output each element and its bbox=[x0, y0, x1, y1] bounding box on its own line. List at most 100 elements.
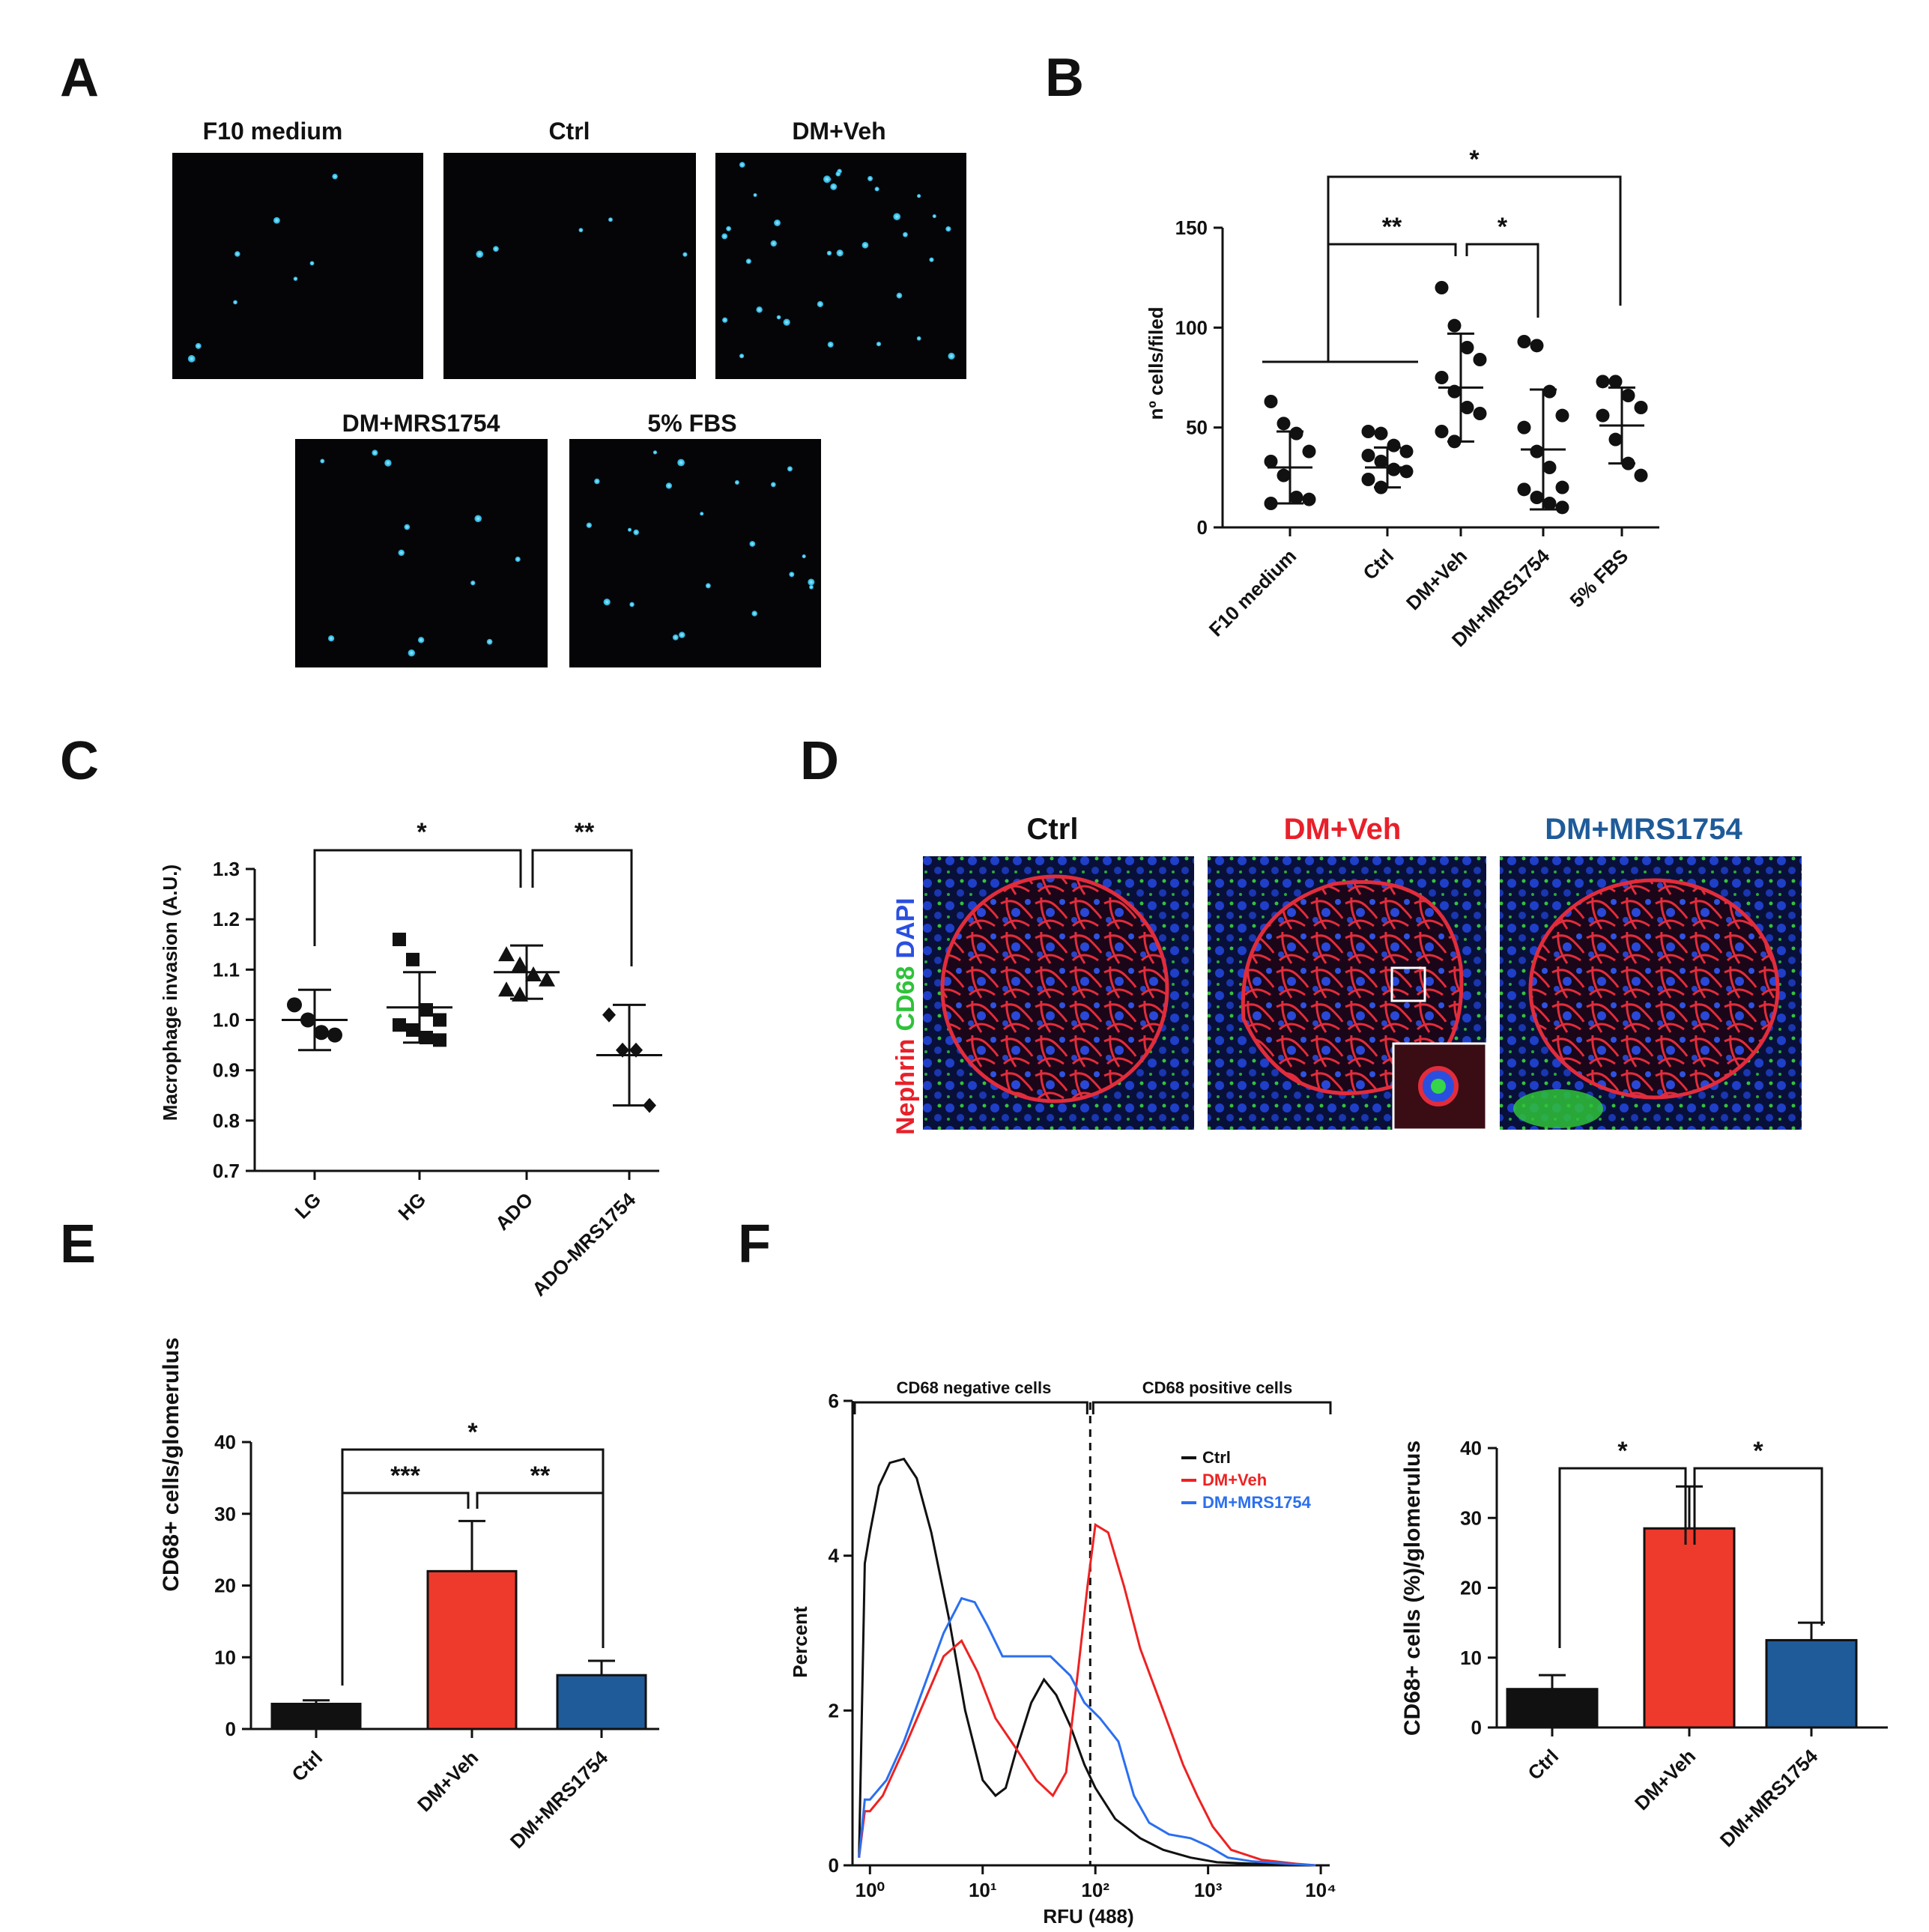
x-tick-label: Ctrl bbox=[1358, 545, 1398, 584]
y-tick-label: 40 bbox=[214, 1431, 236, 1453]
data-point bbox=[629, 1042, 643, 1058]
data-point bbox=[1289, 426, 1303, 440]
cell-dot bbox=[608, 217, 613, 222]
y-tick-label: 20 bbox=[214, 1575, 236, 1597]
cell-dot bbox=[578, 228, 584, 233]
panel-a-micrographs: F10 medium Ctrl DM+Veh DM+MRS1754 5% FBS bbox=[172, 118, 966, 667]
error-bar bbox=[1447, 332, 1474, 443]
data-point bbox=[433, 1013, 446, 1027]
y-axis-label: Macrophage invasion (A.U.) bbox=[159, 864, 181, 1121]
cell-dot bbox=[861, 241, 869, 249]
data-point bbox=[1621, 389, 1635, 402]
cell-dots bbox=[187, 162, 955, 657]
data-point bbox=[1542, 497, 1557, 510]
data-point bbox=[406, 1023, 420, 1037]
cell-dot bbox=[234, 251, 240, 257]
data-point bbox=[1517, 335, 1531, 348]
data-point bbox=[1447, 318, 1462, 333]
x-tick-label: ADO bbox=[491, 1188, 537, 1235]
data-point bbox=[1542, 384, 1557, 399]
cell-dot bbox=[700, 512, 704, 516]
data-point bbox=[1302, 492, 1316, 506]
data-point bbox=[314, 1025, 329, 1041]
data-point bbox=[1634, 468, 1648, 482]
cell-dot bbox=[627, 527, 632, 532]
cell-dot bbox=[789, 572, 795, 578]
cell-dot bbox=[586, 522, 593, 528]
x-tick-label: 10² bbox=[1081, 1879, 1109, 1901]
significance-bracket bbox=[1693, 1467, 1823, 1626]
data-point bbox=[539, 971, 555, 987]
data-point bbox=[1596, 408, 1610, 423]
glomerulus-immunofluorescence-icon bbox=[1500, 856, 1802, 1130]
error-bar bbox=[1608, 386, 1635, 465]
data-point bbox=[1634, 401, 1648, 414]
error-bar bbox=[510, 944, 543, 1000]
cell-dot bbox=[916, 336, 921, 341]
stain-dapi: DAPI bbox=[891, 897, 920, 958]
data-point bbox=[1530, 491, 1544, 504]
y-tick-label: 6 bbox=[829, 1390, 839, 1412]
cell-dot bbox=[677, 458, 685, 467]
data-point bbox=[1374, 455, 1388, 468]
cell-dot bbox=[770, 482, 776, 488]
significance-bracket bbox=[1558, 1467, 1687, 1648]
fluorescence-micrograph-icon bbox=[715, 153, 966, 379]
panel-b-chart: nº cells/filed 0 50 100 150 F10 medium Ctrl DM… bbox=[1145, 145, 1659, 651]
data-point bbox=[433, 1033, 446, 1047]
data-point bbox=[498, 981, 515, 997]
cell-dot bbox=[874, 187, 879, 192]
cell-dot bbox=[398, 549, 405, 557]
cell-dot bbox=[293, 276, 298, 281]
data-point bbox=[1361, 473, 1375, 486]
cell-dot bbox=[187, 354, 196, 363]
error-bar bbox=[588, 1659, 615, 1676]
data-point bbox=[1361, 425, 1375, 438]
significance-bracket bbox=[1327, 175, 1622, 306]
cell-dot bbox=[486, 638, 493, 645]
data-point bbox=[616, 1042, 629, 1058]
data-point bbox=[1555, 480, 1569, 494]
data-point bbox=[1460, 401, 1474, 414]
fluorescence-micrograph-icon bbox=[443, 153, 696, 379]
y-tick-label: 1.3 bbox=[213, 858, 240, 880]
cell-dot bbox=[332, 173, 338, 180]
significance-label: * bbox=[467, 1418, 478, 1447]
y-tick-label: 30 bbox=[214, 1503, 236, 1525]
cell-dot bbox=[929, 257, 934, 262]
region-label: CD68 negative cells bbox=[897, 1378, 1052, 1397]
data-point bbox=[1473, 353, 1487, 366]
cell-dot bbox=[320, 458, 325, 464]
cell-dot bbox=[372, 449, 378, 456]
fluorescence-micrograph-icon bbox=[172, 153, 423, 379]
error-bar bbox=[403, 971, 436, 1044]
d-title-dmmrs: DM+MRS1754 bbox=[1545, 813, 1742, 846]
cell-dot bbox=[945, 226, 951, 232]
cell-dot bbox=[233, 300, 237, 305]
cell-dot bbox=[633, 529, 639, 536]
cell-dot bbox=[776, 315, 781, 320]
data-point bbox=[420, 1031, 433, 1045]
y-tick-label: 0 bbox=[829, 1854, 839, 1877]
fluorescence-micrograph-icon bbox=[295, 439, 548, 667]
significance-label: ** bbox=[1382, 213, 1402, 241]
data-point bbox=[1435, 281, 1449, 294]
significance-bracket bbox=[531, 849, 633, 966]
panel-label-e: E bbox=[60, 1214, 96, 1274]
region-label: CD68 positive cells bbox=[1142, 1378, 1293, 1397]
cell-dot bbox=[327, 635, 335, 642]
x-axis-label: RFU (488) bbox=[1043, 1905, 1133, 1928]
cell-dot bbox=[826, 250, 832, 256]
y-tick-label: 0.9 bbox=[213, 1059, 240, 1082]
cell-dot bbox=[751, 611, 757, 617]
data-point bbox=[1387, 462, 1401, 476]
y-tick-label: 20 bbox=[1460, 1577, 1482, 1599]
cell-dot bbox=[948, 352, 955, 360]
y-axis-label: CD68+ cells (%)/glomerulus bbox=[1400, 1441, 1425, 1736]
d-title-ctrl: Ctrl bbox=[1027, 813, 1079, 846]
data-point bbox=[1302, 444, 1316, 458]
data-point bbox=[1435, 371, 1449, 384]
data-point bbox=[1517, 420, 1531, 434]
x-tick-label: 10³ bbox=[1194, 1879, 1223, 1901]
